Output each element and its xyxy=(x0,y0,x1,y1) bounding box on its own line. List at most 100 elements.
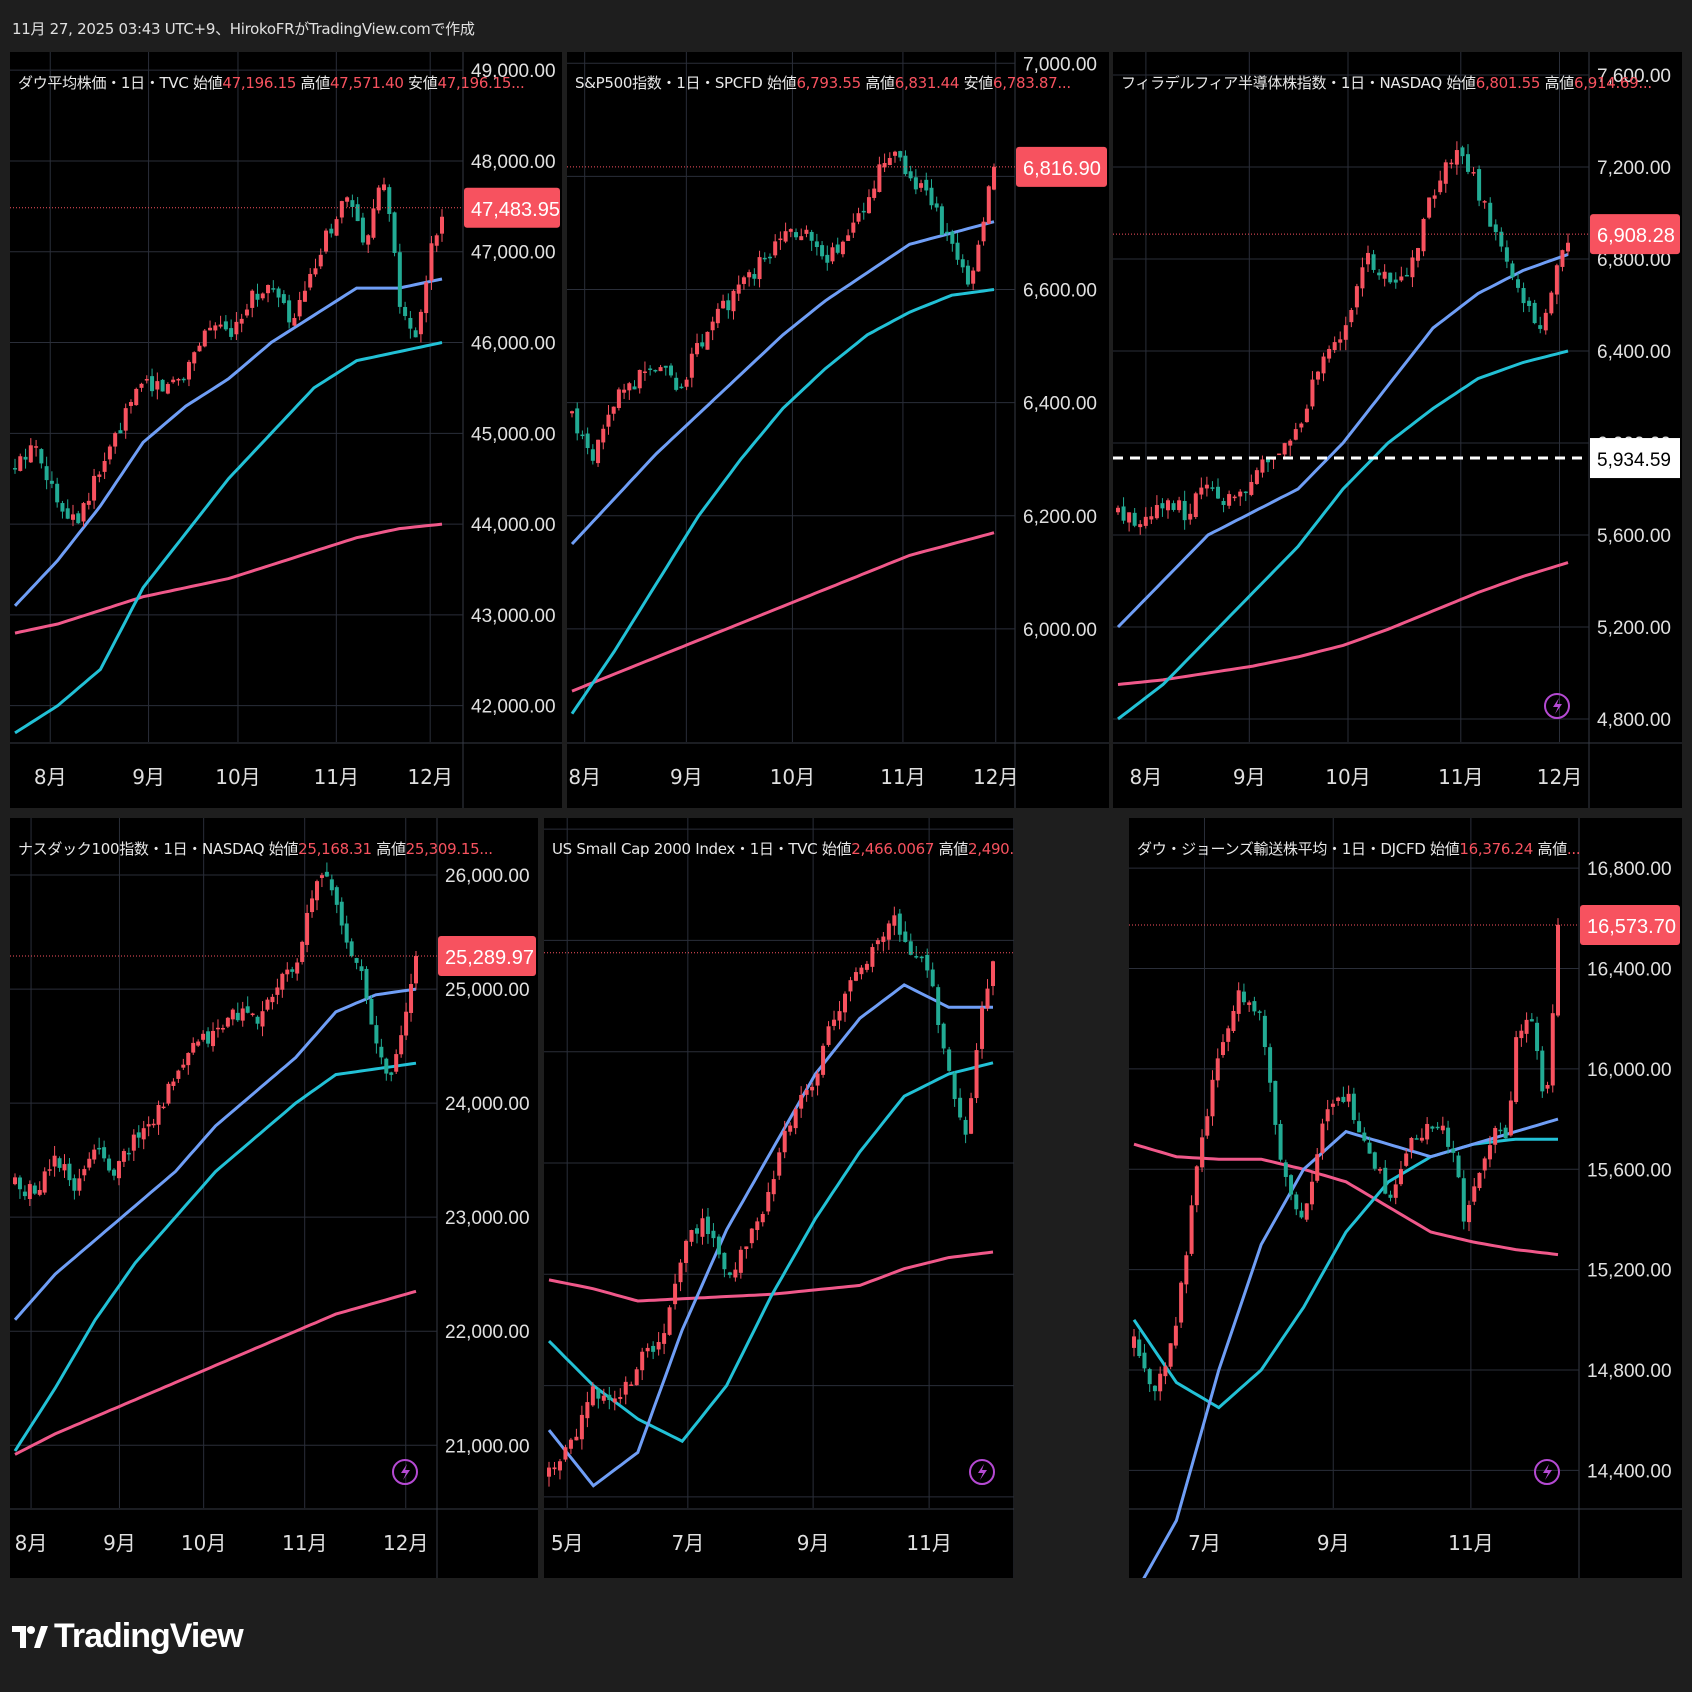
candle-body xyxy=(1477,1172,1482,1189)
chart-panel-2[interactable]: 7,000.006,800.006,600.006,400.006,200.00… xyxy=(567,52,1109,808)
candle-body xyxy=(128,402,133,406)
x-tick-label: 9月 xyxy=(670,765,703,789)
candle-body xyxy=(794,232,799,238)
candle-body xyxy=(925,954,930,971)
candle-body xyxy=(941,1023,946,1049)
candle-body xyxy=(992,166,996,190)
candle-body xyxy=(611,406,616,414)
candle-body xyxy=(1221,500,1226,505)
candle-body xyxy=(1278,1123,1283,1160)
candle-body xyxy=(908,171,913,179)
x-tick-label: 9月 xyxy=(797,1531,830,1555)
candle-body xyxy=(1538,325,1543,329)
candle-body xyxy=(17,1177,22,1190)
candle-body xyxy=(86,500,91,505)
candle-body xyxy=(107,446,112,460)
candle-body xyxy=(974,1050,979,1099)
candle-body xyxy=(673,1283,678,1305)
chart-panel-4[interactable]: 26,000.00 25,000.00 24,000.00 23,000.00 22,0… xyxy=(10,818,538,1578)
candle-body xyxy=(1498,1129,1503,1132)
candle-body xyxy=(950,231,955,244)
bolt-icon[interactable] xyxy=(969,1459,995,1485)
tradingview-logo[interactable]: TradingView xyxy=(12,1617,244,1656)
chart-panel-5[interactable]: 2,600.00002,500.00002,400.00002,300.0000… xyxy=(544,818,1014,1578)
candle-body xyxy=(270,996,275,1003)
chart-panel-6[interactable]: 16,800.00 16,400.00 16,000.00 15,600.00 15,2… xyxy=(1129,818,1682,1578)
chart-title: ナスダック100指数・1日・NASDAQ 始値25,168.31 高値25,30… xyxy=(18,838,493,859)
candle-body xyxy=(736,284,741,294)
candle-body xyxy=(206,1031,211,1044)
candle-body xyxy=(107,1158,112,1171)
candle-body xyxy=(969,1098,974,1134)
candle-body xyxy=(767,256,772,259)
candle-body xyxy=(319,875,324,878)
ma-short-line xyxy=(1142,1117,1559,1578)
chart-panel-3[interactable]: 7,600.007,200.006,800.006,400.006,000.00… xyxy=(1113,52,1682,808)
bolt-icon[interactable] xyxy=(1544,693,1570,719)
candle-body xyxy=(34,446,39,448)
candle-body xyxy=(585,1402,590,1419)
candle-body xyxy=(881,936,886,942)
ohlc-label: 高値 xyxy=(300,74,331,92)
candle-body xyxy=(606,414,611,427)
candle-body xyxy=(738,1249,743,1273)
candle-body xyxy=(1243,491,1248,494)
candle-body xyxy=(809,231,814,241)
ohlc-value: 2,466.0067 xyxy=(851,840,939,858)
candle-body xyxy=(305,912,310,945)
candle-body xyxy=(705,331,710,350)
bolt-icon[interactable] xyxy=(1534,1459,1560,1485)
last-price-label: 6,908.28 xyxy=(1597,225,1675,247)
candle-body xyxy=(1330,1103,1335,1107)
bolt-icon[interactable] xyxy=(392,1459,418,1485)
ma-long-line xyxy=(14,522,443,635)
candle-body xyxy=(653,369,658,372)
candle-body xyxy=(731,290,736,312)
candle-body xyxy=(870,947,875,967)
y-tick-label: 49,000.00 xyxy=(471,61,556,82)
bolt-icon-glyph xyxy=(1553,698,1562,714)
candle-body xyxy=(908,941,913,955)
bolt-icon-glyph xyxy=(978,1464,987,1480)
candle-body xyxy=(359,966,364,972)
candle-body xyxy=(387,187,392,215)
candle-body xyxy=(726,300,731,311)
candle-body xyxy=(634,1369,639,1386)
candle-body xyxy=(788,229,793,232)
candle-body xyxy=(429,243,434,281)
candle-body xyxy=(1550,1013,1555,1086)
candle-body xyxy=(360,217,365,243)
candle-body xyxy=(314,881,319,901)
y-tick-label: 15,600.00 xyxy=(1587,1160,1672,1181)
chart-panel-1[interactable]: 49,000.00 48,000.00 47,000.00 46,000.00 45,0… xyxy=(10,52,562,808)
candle-body xyxy=(1532,302,1537,324)
candle-body xyxy=(1249,481,1254,495)
candle-body xyxy=(192,352,197,364)
candle-body xyxy=(102,1147,107,1159)
candle-body xyxy=(825,254,830,263)
candle-body xyxy=(749,1228,754,1244)
candle-body xyxy=(958,1097,963,1118)
candle-body xyxy=(230,1009,235,1020)
candle-body xyxy=(275,987,280,995)
candle-body xyxy=(1205,1116,1210,1136)
candle-body xyxy=(1419,1137,1424,1141)
x-tick-label: 7月 xyxy=(671,1531,704,1555)
x-tick-label: 11月 xyxy=(906,1531,951,1555)
ohlc-value: 2,490.7496 xyxy=(967,840,1014,858)
candle-body xyxy=(1510,263,1515,278)
candle-body xyxy=(418,311,423,335)
candle-body xyxy=(656,1342,661,1350)
candle-body xyxy=(640,1351,645,1371)
candle-body xyxy=(616,389,621,408)
candle-body xyxy=(23,456,28,460)
ohlc-label: 高値 xyxy=(1537,840,1568,858)
candle-body xyxy=(295,962,300,974)
candle-body xyxy=(112,1169,117,1176)
candle-body xyxy=(13,1177,17,1185)
candle-body xyxy=(1163,1366,1168,1377)
candle-body xyxy=(1336,1097,1341,1101)
candle-body xyxy=(579,1414,584,1440)
y-tick-label: 6,600.00 xyxy=(1023,281,1097,302)
candle-body xyxy=(1360,267,1365,289)
